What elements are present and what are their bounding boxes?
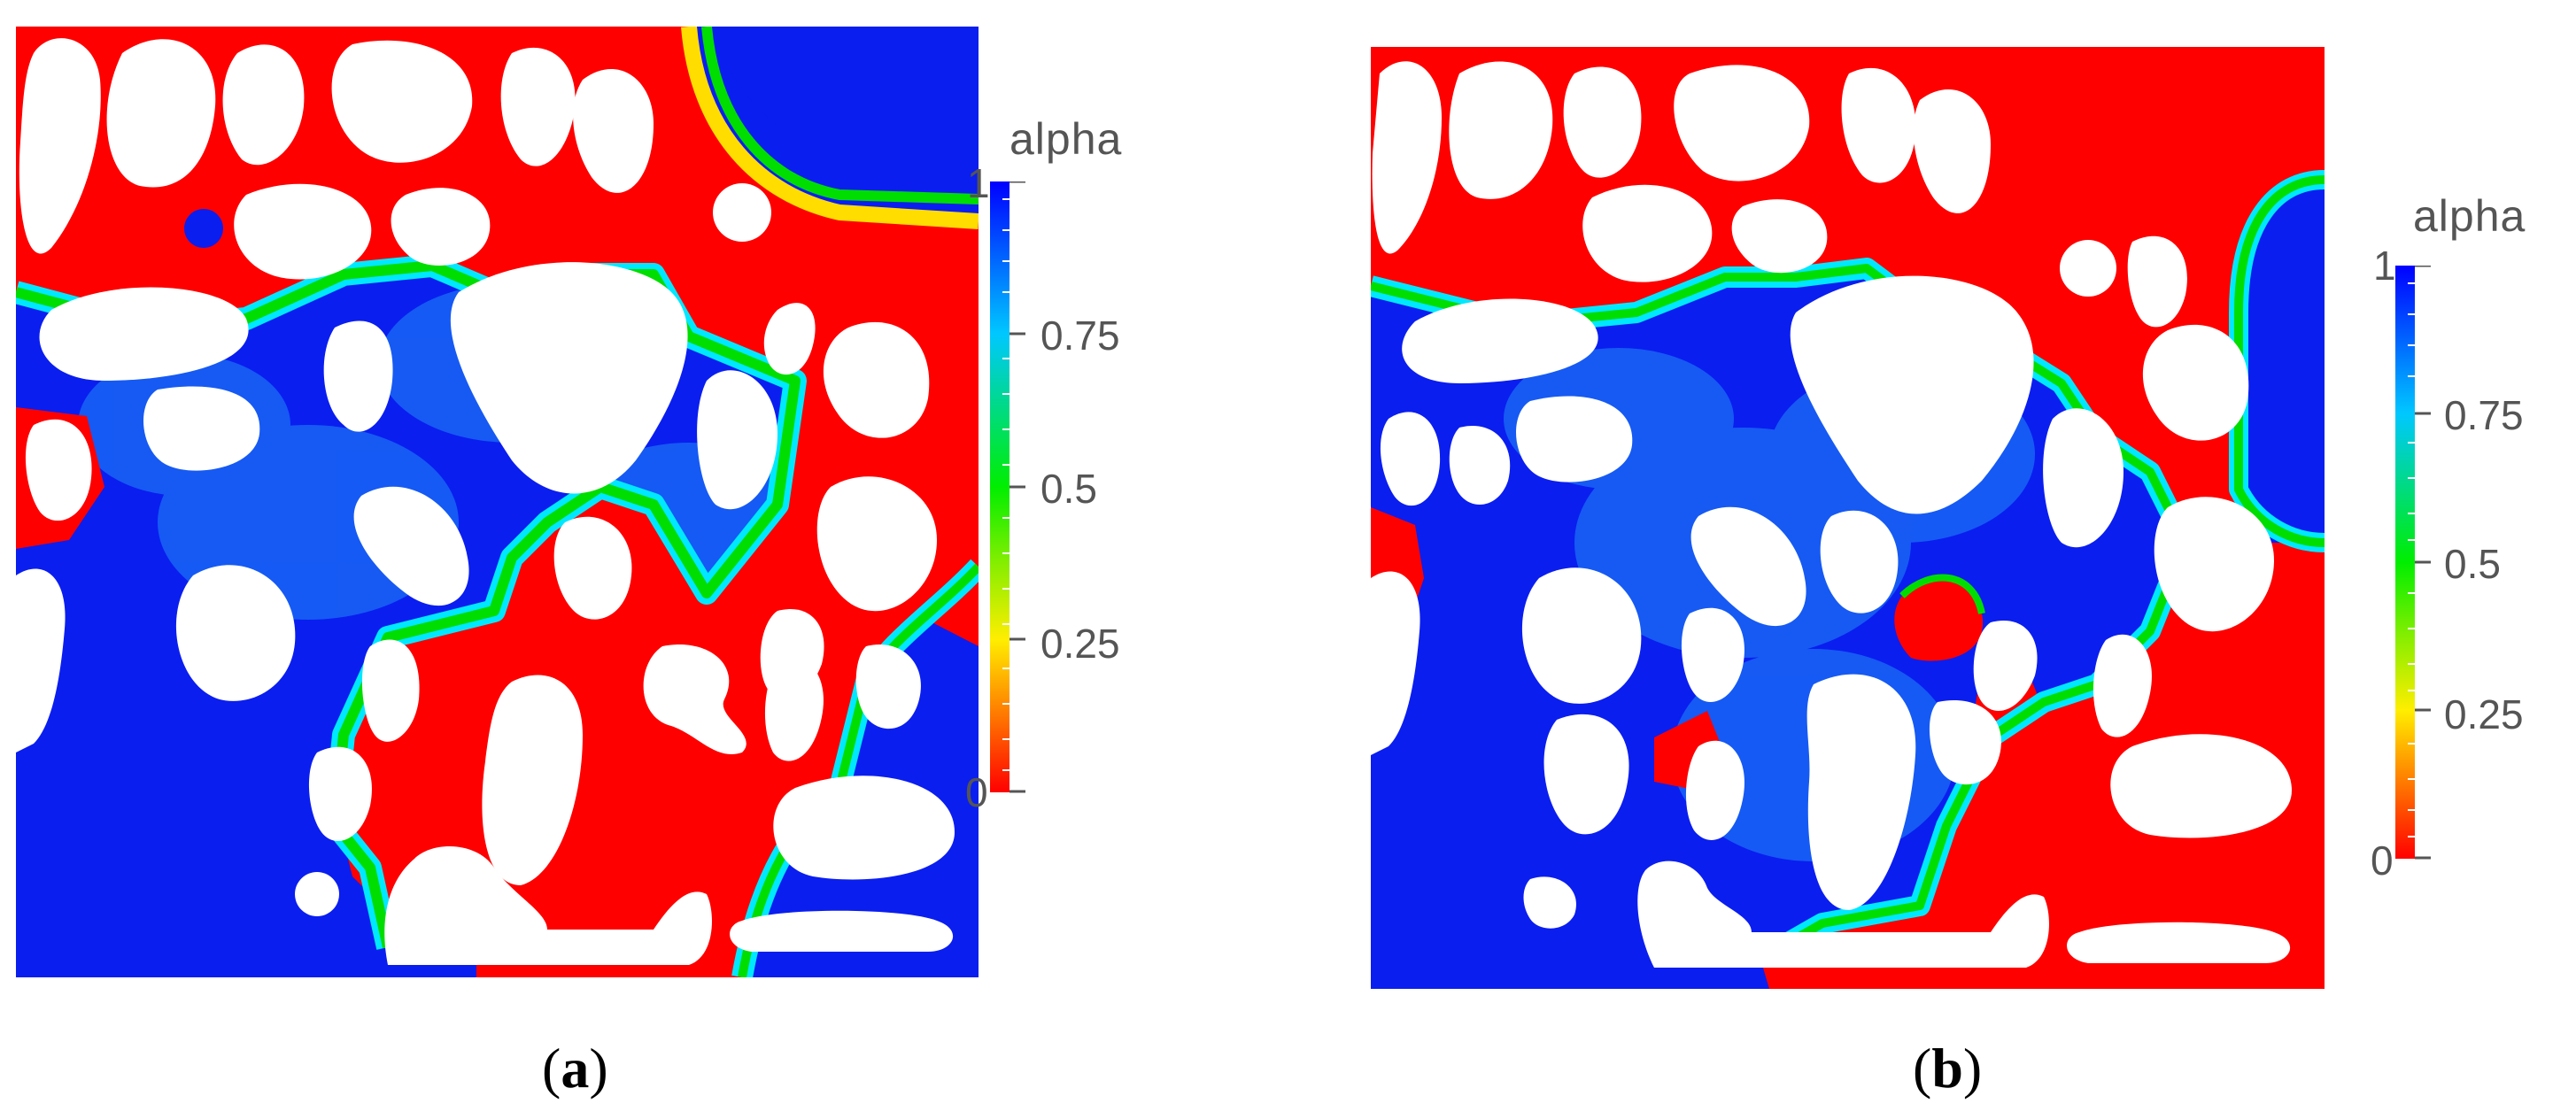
colorbar-tick-a-025: 0.25 (1040, 621, 1120, 667)
colorbar-tick-b-1: 1 (2373, 243, 2396, 289)
colorbar-gradient-b (2395, 266, 2415, 859)
colorbar-tick-b-075: 0.75 (2444, 392, 2524, 438)
colorbar-tick-b-05: 0.5 (2444, 541, 2501, 587)
colorbar-b (2395, 266, 2431, 860)
colorbar-tick-a-1: 1 (967, 160, 990, 206)
caption-b: (b) (1913, 1037, 1983, 1100)
colorbar-tick-a-075: 0.75 (1040, 313, 1120, 359)
alpha-field-b (1371, 47, 2325, 989)
colorbar-gradient-a (990, 181, 1010, 792)
caption-a: (a) (542, 1037, 608, 1100)
colorbar-tick-b-025: 0.25 (2444, 691, 2524, 737)
colorbar-tick-b-0: 0 (2371, 837, 2394, 884)
alpha-field-a (16, 27, 979, 977)
colorbar-tick-a-0: 0 (965, 769, 988, 815)
colorbar-a (990, 181, 1025, 793)
colorbar-tick-a-05: 0.5 (1040, 466, 1097, 512)
colorbar-title-b: alpha (2413, 191, 2526, 241)
colorbar-title-a: alpha (1010, 114, 1123, 164)
